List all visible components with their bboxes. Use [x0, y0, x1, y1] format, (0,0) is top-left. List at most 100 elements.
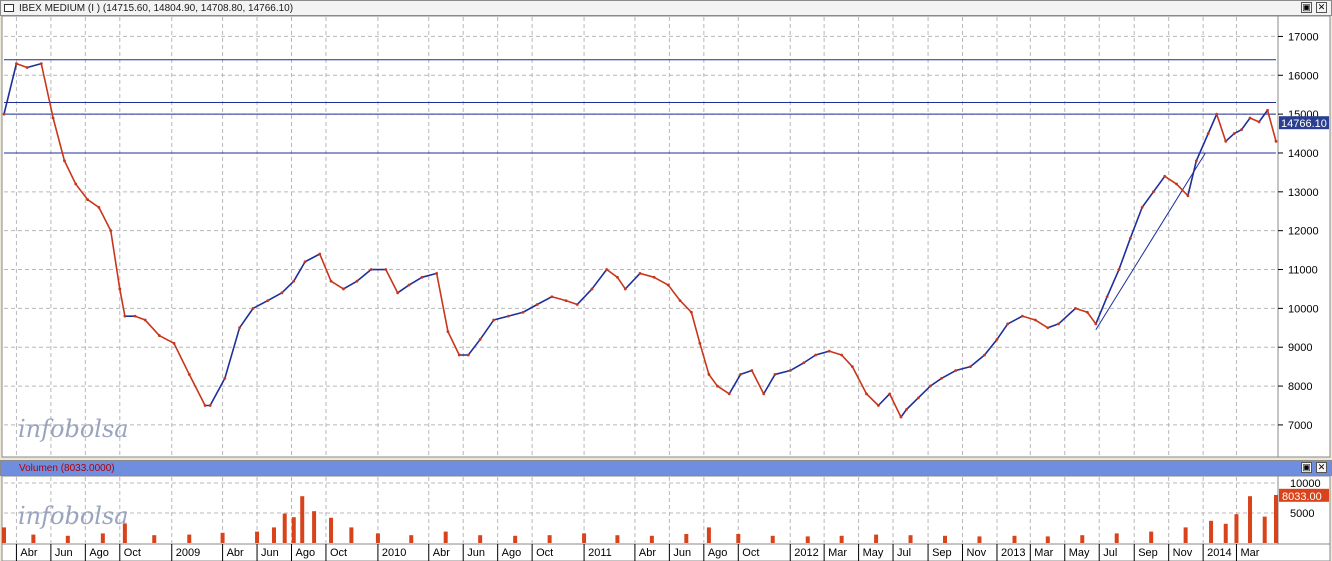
price-line-segment [814, 350, 831, 356]
price-line-segment [1215, 113, 1227, 143]
volume-bar [615, 535, 620, 543]
price-line-segment [865, 393, 880, 407]
price-line-segment [551, 295, 567, 302]
x-tick-label: Sep [1138, 547, 1158, 559]
price-point [928, 384, 932, 388]
price-point [1094, 322, 1098, 326]
volume-bar [805, 536, 810, 543]
price-point [15, 62, 18, 66]
price-point [638, 272, 642, 275]
price-ytick-label: 10000 [1288, 303, 1319, 315]
price-point [466, 353, 470, 357]
price-point [109, 229, 113, 233]
price-line-segment [304, 253, 321, 263]
x-tick-label: Mar [828, 547, 847, 559]
price-line-segment [1195, 132, 1210, 162]
price-point [788, 369, 792, 372]
price-line-segment [762, 373, 776, 395]
price-line-segment [118, 288, 126, 317]
price-line-segment [435, 272, 449, 333]
volume-bar [684, 534, 689, 543]
volume-bar [706, 527, 711, 543]
price-point [1140, 205, 1144, 209]
price-line-segment [954, 365, 972, 372]
price-point [1257, 120, 1261, 124]
close-volume-pane-button[interactable]: ✕ [1316, 462, 1327, 473]
price-line-segment [1266, 109, 1277, 143]
maximize-volume-pane-button[interactable]: ▣ [1301, 462, 1312, 473]
price-line-segment [40, 62, 54, 119]
price-point [1232, 132, 1236, 135]
price-point [739, 373, 742, 376]
price-point [1206, 132, 1210, 135]
price-point [1105, 295, 1109, 299]
price-line-segment [507, 311, 524, 317]
x-tick-label: 2011 [588, 547, 612, 559]
price-point [280, 291, 284, 295]
x-tick-label: Jul [897, 547, 911, 559]
price-point [407, 283, 411, 287]
price-point [396, 291, 400, 295]
volume-bar [1248, 496, 1253, 543]
price-point [238, 326, 241, 330]
x-tick-label: Sep [932, 547, 952, 559]
price-point [329, 279, 333, 283]
price-point [1186, 194, 1190, 198]
price-point [420, 275, 424, 279]
price-line-segment [576, 288, 593, 306]
price-point [266, 299, 270, 303]
volume-bar [582, 533, 587, 543]
x-tick-label: Ago [502, 547, 522, 559]
price-line-segment [63, 159, 77, 185]
price-line-segment [396, 284, 410, 294]
last-price-label: 14766.10 [1281, 118, 1327, 130]
price-line-segment [26, 62, 43, 69]
price-line-segment [408, 276, 423, 286]
price-point [750, 369, 754, 372]
price-line-segment [1163, 175, 1178, 185]
price-point [590, 287, 594, 291]
volume-bar [271, 527, 276, 543]
volume-bar [513, 535, 518, 543]
price-point [905, 407, 909, 411]
price-line-segment [1021, 315, 1037, 321]
price-point [814, 353, 818, 357]
price-point [97, 205, 101, 209]
trendline [1095, 152, 1206, 331]
price-pane-title: IBEX MEDIUM (I ) (14715.60, 14804.90, 14… [19, 3, 294, 14]
price-line-segment [888, 393, 902, 418]
x-tick-label: Nov [1173, 547, 1193, 559]
volume-bar [122, 523, 127, 543]
price-point [208, 404, 212, 407]
price-point [1215, 112, 1219, 116]
price-point [954, 369, 958, 372]
price-line-segment [1207, 113, 1218, 135]
price-line-segment [1141, 191, 1155, 209]
price-point [157, 334, 161, 337]
price-line-segment [318, 253, 332, 282]
volume-bar [2, 527, 6, 543]
price-point [550, 295, 554, 299]
price-point [1085, 310, 1089, 314]
price-line-segment [789, 361, 805, 372]
price-point [1057, 322, 1060, 326]
price-line-segment [840, 354, 854, 368]
volume-bar [943, 535, 948, 543]
price-point [995, 338, 999, 341]
volume-bar [152, 535, 157, 543]
price-line-segment [479, 319, 495, 341]
price-line-segment [385, 268, 399, 294]
price-line-segment [983, 338, 998, 356]
price-point [969, 365, 972, 369]
price-point [773, 373, 777, 376]
close-pane-button[interactable]: ✕ [1316, 2, 1327, 13]
price-line-segment [877, 393, 891, 407]
price-line-segment [728, 373, 742, 395]
price-point [355, 279, 359, 283]
price-point [435, 272, 439, 275]
price-line-segment [667, 284, 681, 302]
last-price-tag: 14766.10 [1279, 116, 1329, 130]
price-line-segment [1034, 319, 1049, 329]
maximize-pane-button[interactable]: ▣ [1301, 2, 1312, 13]
